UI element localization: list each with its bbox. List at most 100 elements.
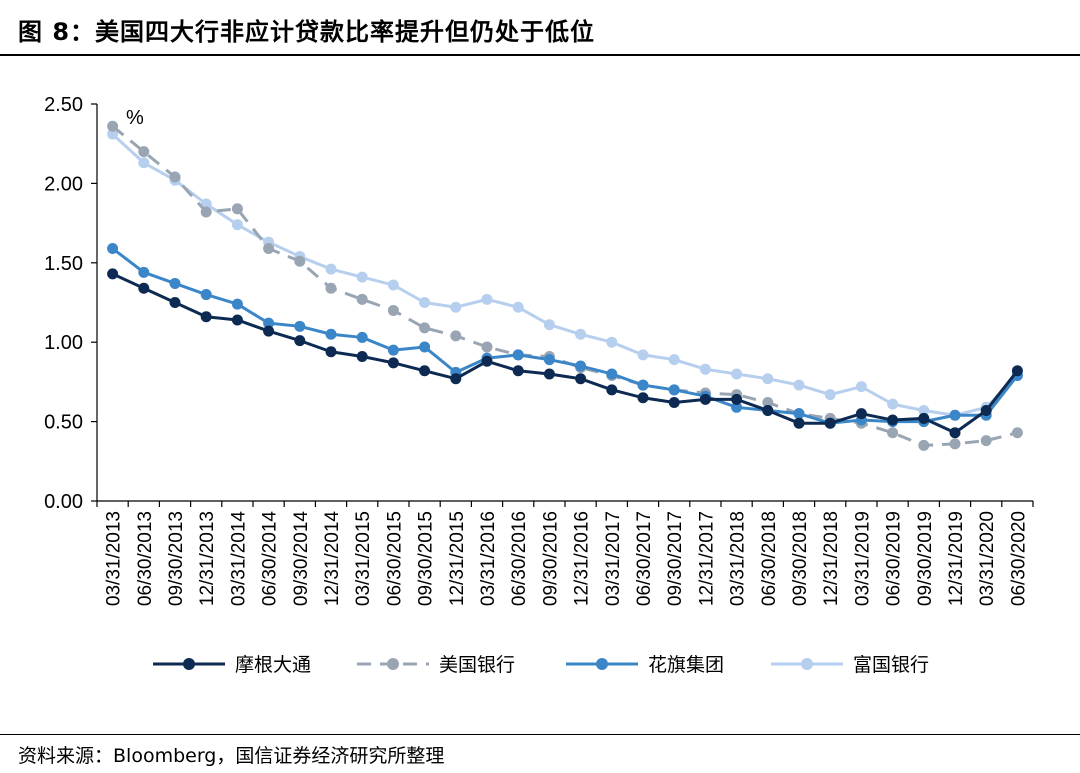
data-point (980, 404, 992, 416)
data-point (138, 282, 150, 294)
data-point (169, 297, 181, 308)
x-tick-label: 06/30/2019 (884, 511, 905, 606)
x-tick-label: 09/30/2019 (915, 511, 936, 606)
x-tick-label: 12/31/2016 (572, 511, 593, 606)
x-tick-label: 12/31/2018 (821, 511, 842, 606)
legend-item-1: 摩根大通 (153, 654, 311, 676)
data-point (450, 373, 462, 385)
legend-swatch-marker (183, 658, 195, 670)
data-point (793, 417, 805, 429)
data-point (107, 243, 119, 255)
data-point (356, 271, 368, 283)
data-point (231, 203, 243, 215)
x-tick-label: 06/30/2013 (135, 511, 156, 606)
data-point (294, 335, 306, 347)
data-point (543, 354, 555, 366)
y-tick-label: 0.50 (44, 412, 83, 434)
data-point (887, 427, 899, 439)
data-point (918, 439, 930, 451)
data-point (356, 331, 368, 343)
data-point (575, 360, 587, 372)
data-point (450, 301, 462, 313)
data-point (980, 435, 992, 447)
title-divider (0, 54, 1080, 56)
data-point (231, 219, 243, 231)
data-point (731, 368, 743, 380)
data-point (107, 268, 119, 280)
data-point (699, 363, 711, 375)
legend-label: 富国银行 (853, 654, 929, 676)
data-point (793, 379, 805, 391)
chart-legend: 摩根大通 美国银行 花旗集团 富国银行 (153, 654, 929, 676)
legend-label: 花旗集团 (648, 654, 724, 676)
data-point (356, 350, 368, 362)
data-point (762, 404, 774, 416)
data-point (200, 311, 212, 323)
data-point (824, 417, 836, 429)
x-tick-label: 03/31/2013 (104, 511, 125, 606)
data-point (887, 414, 899, 426)
data-point (419, 365, 431, 377)
data-point (731, 393, 743, 405)
data-point (793, 408, 805, 420)
figure-title: 图 8：美国四大行非应计贷款比率提升但仍处于低位 (18, 18, 596, 46)
data-point (699, 393, 711, 405)
data-point (419, 297, 431, 308)
x-tick-label: 03/31/2015 (353, 511, 374, 606)
data-point (263, 317, 275, 329)
data-point (138, 266, 150, 278)
data-point (637, 349, 649, 361)
data-point (325, 328, 337, 340)
data-point (200, 206, 212, 218)
data-point (169, 171, 181, 183)
data-point (543, 368, 555, 380)
x-tick-label: 06/30/2018 (759, 511, 780, 606)
x-tick-label: 06/30/2015 (384, 511, 405, 606)
x-tick-label: 09/30/2016 (540, 511, 561, 606)
data-point (918, 404, 930, 416)
data-point (887, 398, 899, 410)
x-tick-label: 06/30/2016 (509, 511, 530, 606)
title-bar: 图 8：美国四大行非应计贷款比率提升但仍处于低位 (0, 0, 1080, 56)
data-point (824, 389, 836, 401)
legend-item-2: 美国银行 (357, 654, 515, 676)
data-point (481, 293, 493, 305)
legend-swatch-marker (801, 658, 813, 670)
data-point (325, 282, 337, 294)
x-tick-label: 12/31/2017 (696, 511, 717, 606)
data-point (263, 243, 275, 255)
x-tick-label: 03/31/2019 (852, 511, 873, 606)
data-point (387, 357, 399, 369)
chart-axes: 0.00 0.50 1.00 1.50 2.00 2.50% 03/31/2013 06/30… (44, 94, 1034, 607)
x-tick-label: 03/31/2016 (478, 511, 499, 606)
unit-label: % (126, 107, 144, 129)
data-point (419, 341, 431, 353)
data-point (294, 255, 306, 267)
x-tick-label: 12/31/2014 (322, 511, 343, 607)
data-point (325, 263, 337, 275)
data-point (481, 341, 493, 353)
y-tick-label: 0.00 (44, 491, 83, 513)
legend-swatch-marker (387, 658, 399, 670)
legend-swatch-marker (596, 658, 608, 670)
y-tick-label: 1.00 (44, 332, 83, 354)
data-point (450, 330, 462, 342)
data-point (356, 293, 368, 305)
data-point (668, 384, 680, 396)
data-point (918, 412, 930, 424)
data-point (138, 146, 150, 158)
y-tick-label: 2.50 (44, 94, 83, 116)
data-point (325, 346, 337, 358)
data-point (606, 384, 618, 396)
data-point (637, 379, 649, 391)
data-point (387, 344, 399, 356)
data-point (107, 128, 119, 140)
x-tick-label: 03/31/2018 (728, 511, 749, 606)
source-divider (0, 734, 1080, 735)
series-1 (107, 268, 1023, 439)
x-tick-label: 06/30/2020 (1008, 511, 1029, 606)
data-point (512, 365, 524, 377)
x-tick-label: 12/31/2019 (946, 511, 967, 606)
x-tick-label: 09/30/2018 (790, 511, 811, 606)
